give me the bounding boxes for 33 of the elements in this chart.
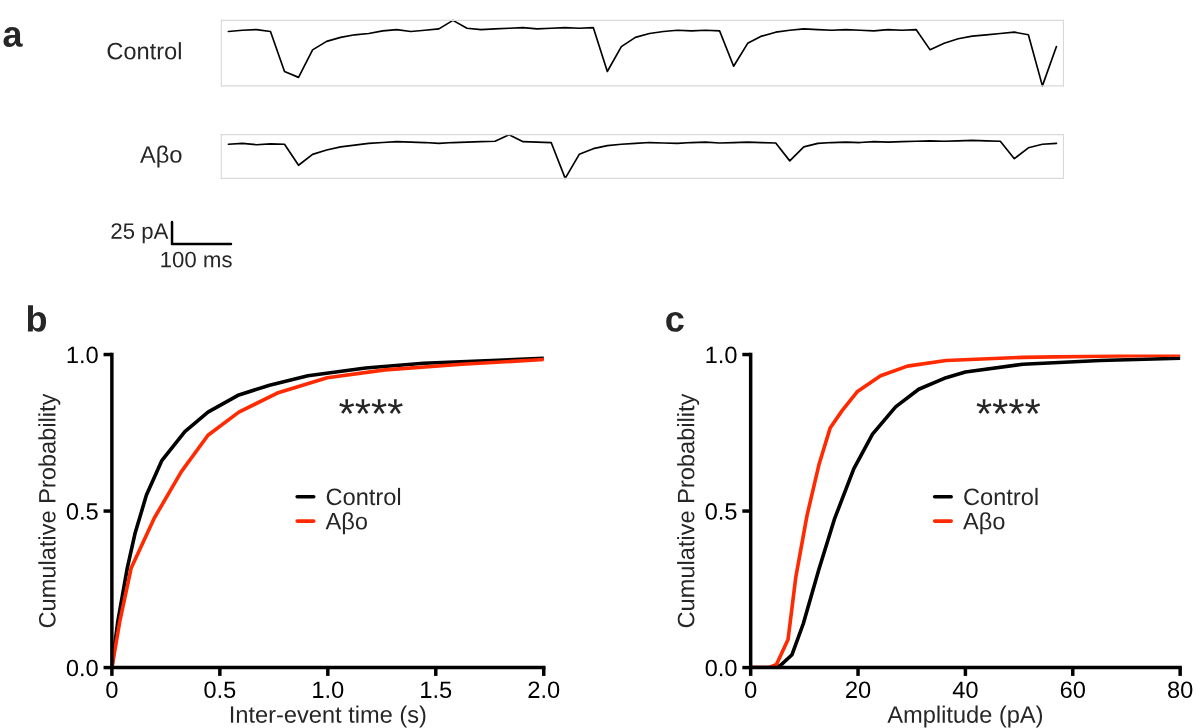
x-tick-label: 1.0	[313, 681, 344, 699]
chart-title: b	[27, 305, 47, 332]
y-tick-label: 0.0	[705, 659, 737, 677]
y-axis-title: Aβo	[140, 145, 182, 168]
legend-label: Aβo	[325, 512, 367, 535]
legend-label: Control	[326, 487, 401, 506]
x-tick-label: 1.5	[421, 681, 452, 699]
y-axis-title: Control	[107, 42, 181, 60]
text: 25 pA	[111, 223, 169, 244]
legend-label: Control	[964, 487, 1038, 506]
x-tick-label: 40	[952, 681, 978, 699]
legend-label: Aβo	[963, 512, 1005, 535]
y-axis-title: Cumulative Probability	[38, 393, 61, 628]
y-axis-title: Cumulative Probability	[677, 393, 700, 628]
x-axis-title: Inter-event time (s)	[230, 705, 426, 728]
annotation: ****	[339, 399, 403, 414]
x-tick-label: 2.0	[528, 681, 560, 699]
x-tick-label: 20	[846, 681, 871, 699]
x-tick-label: 80	[1168, 681, 1193, 699]
chart-title: c	[666, 311, 684, 332]
text: 100 ms	[161, 251, 232, 268]
x-tick-label: 0	[745, 681, 757, 699]
y-tick-label: 1.0	[67, 346, 98, 364]
annotation: ****	[976, 399, 1041, 414]
x-axis-title: Amplitude (pA)	[887, 705, 1043, 728]
y-tick-label: 0.0	[66, 659, 98, 677]
x-tick-label: 0	[106, 681, 118, 699]
x-tick-label: 60	[1060, 681, 1085, 699]
chart-title: a	[3, 27, 23, 47]
y-tick-label: 0.5	[705, 503, 737, 520]
y-tick-label: 0.5	[66, 503, 98, 520]
x-tick-label: 0.5	[204, 681, 236, 699]
y-tick-label: 1.0	[706, 346, 737, 364]
